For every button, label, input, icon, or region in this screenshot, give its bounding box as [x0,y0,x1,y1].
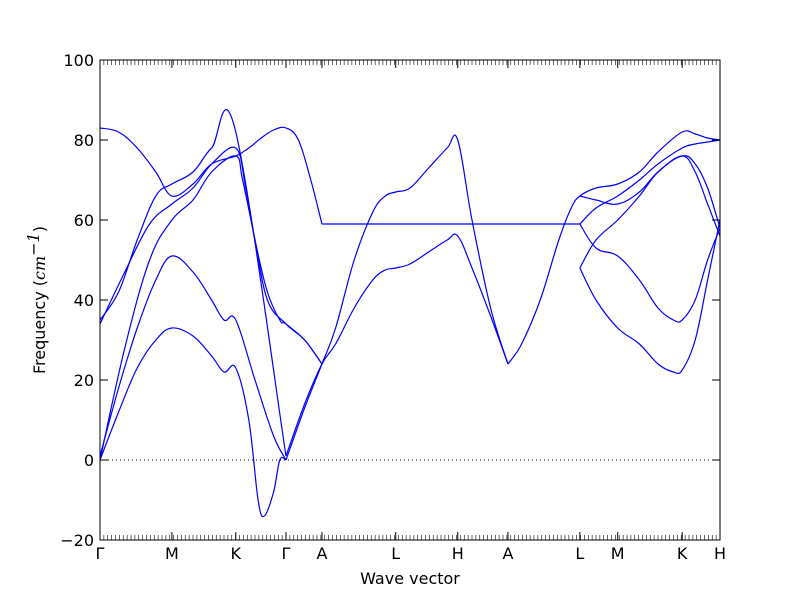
band-line-14 [579,223,721,323]
x-tick-label: A [316,544,327,563]
x-tick-label: Γ [282,544,291,563]
plot-background [100,60,720,540]
x-tick-label: L [575,544,584,563]
band-line-7 [285,134,509,461]
y-axis-label-unit: cm [30,256,49,280]
y-tick-label: 20 [74,371,94,390]
band-line-6 [99,126,323,225]
x-tick-label: K [231,544,242,563]
y-tick-label: 80 [74,131,94,150]
y-axis-label-prefix: Frequency ( [30,280,49,374]
x-tick-label: M [165,544,179,563]
y-tick-label: −20 [60,531,94,550]
band-line-12 [579,139,721,225]
x-tick-label: A [502,544,513,563]
x-axis-label: Wave vector [360,569,460,588]
plot-frame [99,59,721,541]
band-line-8 [285,233,509,457]
band-line-5 [99,109,287,457]
x-tick-label: K [677,544,688,563]
x-tick-label: Γ [96,544,105,563]
y-axis-label: Frequency (cm−1) [24,226,49,374]
x-tick-label: L [391,544,400,563]
x-tick-label: H [714,544,726,563]
band-line-13 [579,155,721,269]
minor-ticks [99,60,721,540]
series-layer [99,109,721,518]
y-tick-label: 60 [74,211,94,230]
band-line-15 [579,219,721,375]
band-line-2 [99,255,287,461]
x-tick-label: H [452,544,464,563]
y-tick-label: 100 [63,51,94,70]
band-line-10 [507,130,721,365]
y-axis-label-suffix: ) [30,226,49,232]
y-axis-label-exponent: −1 [24,232,43,256]
y-tick-label: 0 [84,451,94,470]
y-tick-label: 40 [74,291,94,310]
band-line-1 [99,327,287,518]
x-tick-label: M [611,544,625,563]
y-tick-labels: −20 0 20 40 60 80 100 [60,51,94,550]
